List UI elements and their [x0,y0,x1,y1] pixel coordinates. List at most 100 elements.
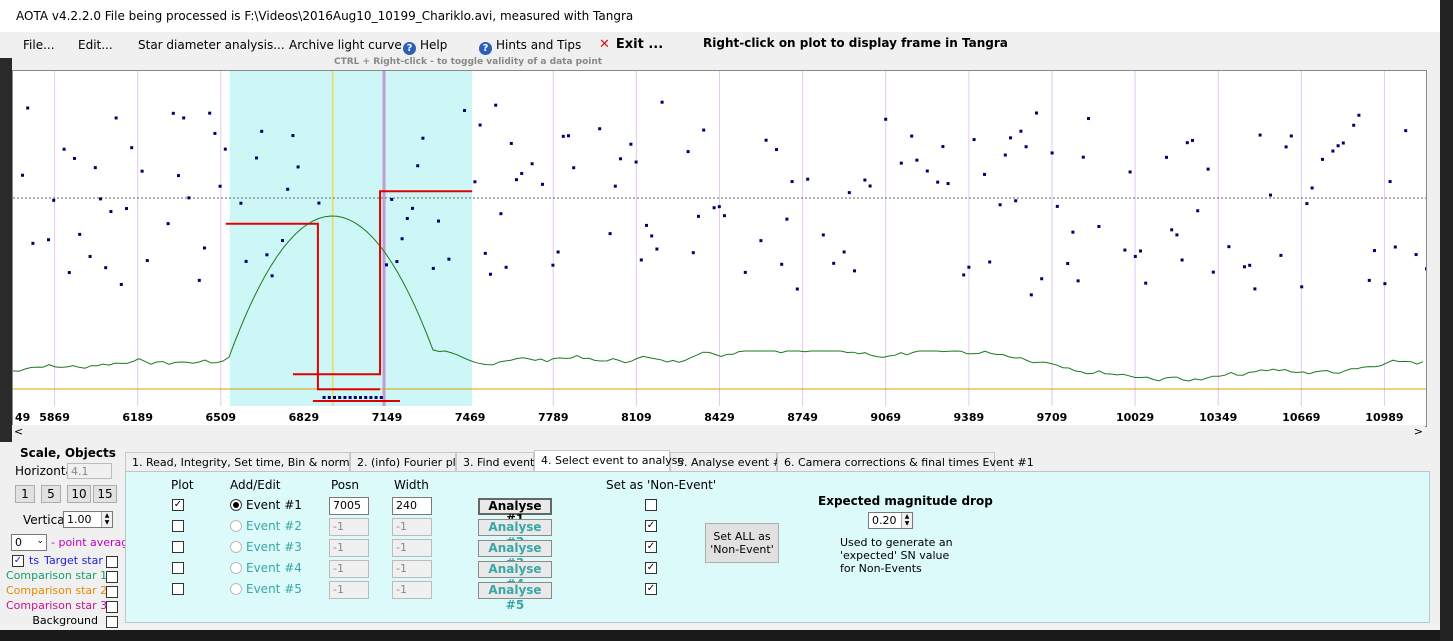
plot-reference-lines [13,197,1426,390]
scroll-right-icon[interactable]: > [1413,425,1423,438]
non-event-checkbox-3[interactable]: ✓ [645,541,657,553]
plot-checkbox-5[interactable] [172,583,184,595]
magdrop-note2: 'expected' SN value [840,549,950,562]
data-point [1352,123,1356,127]
data-point [244,259,248,263]
tab-2[interactable]: 2. (info) Fourier plot [350,452,467,471]
non-event-checkbox-1[interactable] [645,499,657,511]
plot-horizontal-scrollbar[interactable]: < > [12,425,1425,439]
data-point [983,172,986,176]
analyse-event-button-1[interactable]: Analyse #1 [478,498,552,526]
object-checkbox-2[interactable] [106,586,118,598]
plot-comparison-curve [12,215,1424,382]
target-visible-checkbox[interactable]: ✓ [12,555,24,567]
event-radio-4[interactable] [230,562,242,574]
vertical-scale-stepper[interactable]: 1.00 ▲ ▼ [63,511,113,528]
scale-button-15[interactable]: 15 [93,485,117,503]
event-radio-1[interactable] [230,499,242,511]
data-point [395,260,399,264]
non-event-checkbox-4[interactable]: ✓ [645,562,657,574]
scale-button-10[interactable]: 10 [67,485,91,503]
tab-3[interactable]: 3. Find events [456,452,540,471]
data-point [1253,287,1257,291]
data-point [26,106,30,110]
menu-file[interactable]: File... [23,38,55,52]
tab-1[interactable]: 1. Read, Integrity, Set time, Bin & norm… [125,452,375,471]
data-point [972,138,976,142]
scroll-left-icon[interactable]: < [14,425,24,438]
light-curve-plot[interactable]: 49 5869 6189 6509 6829 7149 7469 7789 8109 8429 87… [12,70,1428,427]
x-tick-label: 8109 [621,411,652,424]
event-radio-2[interactable] [230,520,242,532]
plot-checkbox-2[interactable] [172,520,184,532]
event-label-3: Event #3 [246,540,302,554]
data-point [88,254,92,258]
analyse-event-button-5[interactable]: Analyse #5 [478,582,552,612]
scale-button-1[interactable]: 1 [15,485,35,503]
menu-archive-light-curve[interactable]: Archive light curve [289,38,402,52]
event-posn-field-5[interactable]: -1 [329,581,369,599]
scale-button-5[interactable]: 5 [41,485,61,503]
non-event-checkbox-2[interactable]: ✓ [645,520,657,532]
event-radio-3[interactable] [230,541,242,553]
plot-checkbox-4[interactable] [172,562,184,574]
menu-help[interactable]: ? Help [403,38,447,55]
data-point [561,134,565,138]
data-point [567,134,570,138]
event-width-field-3[interactable]: -1 [392,539,432,557]
event-posn-field-2[interactable]: -1 [329,518,369,536]
data-point [1310,186,1314,190]
magdrop-stepper[interactable]: 0.20 ▲ ▼ [868,512,913,529]
light-curve-svg[interactable]: 49 5869 6189 6509 6829 7149 7469 7789 8109 8429 87… [12,71,1428,426]
menu-hints[interactable]: ? Hints and Tips [479,38,581,55]
object-checkbox-3[interactable] [106,601,118,613]
data-point [806,177,810,181]
event-posn-field-4[interactable]: -1 [329,560,369,578]
data-point [489,272,492,276]
set-all-non-event-button[interactable]: Set ALL as 'Non-Event' [705,523,779,563]
tab-5[interactable]: 5. Analyse event #1 [670,452,789,471]
stepper-arrows-icon[interactable]: ▲ ▼ [901,513,912,528]
event-label-1: Event #1 [246,498,302,512]
object-checkbox-1[interactable] [106,571,118,583]
data-point [1196,209,1200,213]
stepper-arrows-icon[interactable]: ▲ ▼ [101,512,112,527]
menu-star-diameter[interactable]: Star diameter analysis... [138,38,285,52]
tab-4[interactable]: 4. Select event to analyse [534,450,684,471]
analyse-event-button-3[interactable]: Analyse #3 [478,540,552,570]
data-point [998,203,1002,207]
object-checkbox-0[interactable] [106,556,118,568]
x-tick-label: 6189 [122,411,153,424]
data-point [1367,278,1371,282]
analyse-event-button-2[interactable]: Analyse #2 [478,519,552,549]
data-point [322,396,326,399]
data-point [291,134,295,138]
event-width-field-1[interactable]: 240 [392,497,432,515]
data-point [281,239,284,243]
data-point [884,117,888,121]
plot-checkbox-1[interactable]: ✓ [172,499,184,511]
event-width-field-2[interactable]: -1 [392,518,432,536]
object-label-3: Comparison star 3 [6,599,108,612]
magdrop-value: 0.20 [872,514,897,527]
data-point [686,150,690,154]
event-label-2: Event #2 [246,519,302,533]
event-posn-field-3[interactable]: -1 [329,539,369,557]
analyse-event-button-4[interactable]: Analyse #4 [478,561,552,591]
data-point [255,156,258,160]
menu-exit[interactable]: ✕ Exit ... [599,37,663,52]
object-label-1: Comparison star 1 [6,569,108,582]
data-point [400,237,404,241]
event-radio-5[interactable] [230,583,242,595]
event-width-field-4[interactable]: -1 [392,560,432,578]
menu-edit[interactable]: Edit... [78,38,113,52]
data-point [847,191,851,195]
plot-checkbox-3[interactable] [172,541,184,553]
point-average-select[interactable]: 0 ⌄ [11,534,47,551]
event-width-field-5[interactable]: -1 [392,581,432,599]
non-event-checkbox-5[interactable]: ✓ [645,583,657,595]
event-posn-field-1[interactable]: 7005 [329,497,369,515]
tab-6[interactable]: 6. Camera corrections & final times Even… [777,452,1034,471]
object-checkbox-4[interactable] [106,616,118,628]
x-tick-label: 10669 [1282,411,1320,424]
